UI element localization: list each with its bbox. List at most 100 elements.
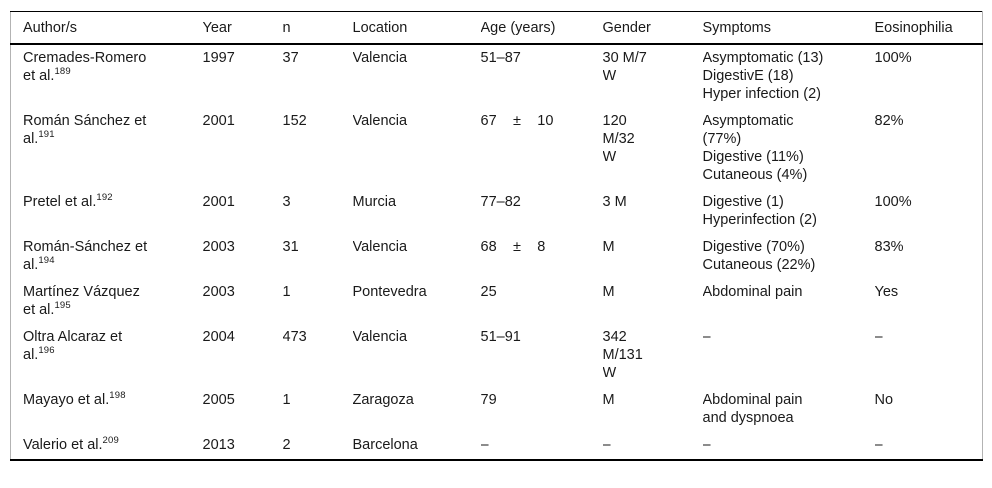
year-cell: 2001 bbox=[202, 194, 235, 210]
header-row: Author/s Year n Location Age (years) Gen… bbox=[10, 11, 983, 45]
author-name: Román Sánchez et al. bbox=[23, 113, 147, 147]
reference-superscript: 198 bbox=[109, 390, 126, 402]
year-cell: 2001 bbox=[202, 113, 235, 129]
eosinophilia-cell: No bbox=[874, 392, 894, 408]
col-header-year: Year bbox=[202, 11, 283, 45]
n-cell: 37 bbox=[282, 50, 299, 66]
age-cell: – bbox=[480, 437, 489, 453]
year-cell: 1997 bbox=[202, 50, 235, 66]
eosinophilia-cell: – bbox=[874, 437, 883, 453]
reference-superscript: 189 bbox=[54, 66, 71, 78]
reference-superscript: 195 bbox=[54, 300, 71, 312]
author-name: Valerio et al. bbox=[23, 437, 103, 453]
author-name: Pretel et al. bbox=[23, 194, 97, 210]
eosinophilia-cell: – bbox=[874, 329, 883, 345]
age-cell: 68 ± 8 bbox=[480, 239, 546, 255]
author-name: Cremades-Romero et al. bbox=[23, 50, 147, 84]
table-row: Román-Sánchez et al.194 2003 31 Valencia… bbox=[11, 234, 983, 279]
location-cell: Valencia bbox=[352, 113, 408, 129]
eosinophilia-cell: 83% bbox=[874, 239, 904, 255]
location-cell: Valencia bbox=[352, 329, 408, 345]
n-cell: 1 bbox=[282, 392, 291, 408]
gender-cell: M bbox=[602, 392, 615, 408]
symptoms-cell: Asymptomatic (13) DigestivE (18) Hyper i… bbox=[702, 50, 824, 102]
location-cell: Pontevedra bbox=[352, 284, 427, 300]
age-cell: 79 bbox=[480, 392, 497, 408]
author-cell: Mayayo et al.198 bbox=[11, 387, 203, 432]
n-cell: 1 bbox=[282, 284, 291, 300]
year-cell: 2003 bbox=[202, 239, 235, 255]
n-cell: 152 bbox=[282, 113, 307, 129]
eosinophilia-cell: 100% bbox=[874, 194, 912, 210]
age-cell: 25 bbox=[480, 284, 497, 300]
table-row: Valerio et al.209 2013 2 Barcelona – – –… bbox=[11, 432, 983, 460]
col-header-symptoms: Symptoms bbox=[702, 11, 875, 45]
age-cell: 67 ± 10 bbox=[480, 113, 554, 129]
author-cell: Pretel et al.192 bbox=[11, 189, 203, 234]
gender-cell: – bbox=[602, 437, 611, 453]
reference-superscript: 209 bbox=[102, 435, 119, 447]
col-header-age: Age (years) bbox=[480, 11, 603, 45]
gender-cell: 3 M bbox=[602, 194, 627, 210]
table-row: Oltra Alcaraz et al.196 2004 473 Valenci… bbox=[11, 324, 983, 387]
case-series-table: Author/s Year n Location Age (years) Gen… bbox=[10, 11, 983, 461]
eosinophilia-cell: Yes bbox=[874, 284, 899, 300]
case-series-table-wrap: Author/s Year n Location Age (years) Gen… bbox=[10, 11, 983, 461]
reference-superscript: 194 bbox=[38, 255, 55, 267]
gender-cell: 120 M/32 W bbox=[602, 113, 635, 165]
author-cell: Oltra Alcaraz et al.196 bbox=[11, 324, 203, 387]
gender-cell: M bbox=[602, 239, 615, 255]
author-name: Mayayo et al. bbox=[23, 392, 110, 408]
gender-cell: M bbox=[602, 284, 615, 300]
symptoms-cell: – bbox=[702, 329, 711, 345]
author-cell: Román Sánchez et al.191 bbox=[11, 108, 203, 189]
author-name: Oltra Alcaraz et al. bbox=[23, 329, 123, 363]
author-cell: Cremades-Romero et al.189 bbox=[11, 44, 203, 108]
table-header: Author/s Year n Location Age (years) Gen… bbox=[10, 11, 983, 45]
n-cell: 3 bbox=[282, 194, 291, 210]
age-cell: 77–82 bbox=[480, 194, 521, 210]
author-cell: Valerio et al.209 bbox=[11, 432, 203, 460]
col-header-gender: Gender bbox=[602, 11, 703, 45]
col-header-author: Author/s bbox=[10, 11, 203, 45]
reference-superscript: 191 bbox=[38, 129, 55, 141]
location-cell: Zaragoza bbox=[352, 392, 414, 408]
table-row: Mayayo et al.198 2005 1 Zaragoza 79 M Ab… bbox=[11, 387, 983, 432]
col-header-location: Location bbox=[352, 11, 481, 45]
location-cell: Valencia bbox=[352, 50, 408, 66]
table-row: Martínez Vázquez et al.195 2003 1 Pontev… bbox=[11, 279, 983, 324]
table-row: Román Sánchez et al.191 2001 152 Valenci… bbox=[11, 108, 983, 189]
n-cell: 2 bbox=[282, 437, 291, 453]
eosinophilia-cell: 100% bbox=[874, 50, 912, 66]
location-cell: Valencia bbox=[352, 239, 408, 255]
symptoms-cell: Abdominal pain and dyspnoea bbox=[702, 392, 803, 426]
table-row: Pretel et al.192 2001 3 Murcia 77–82 3 M… bbox=[11, 189, 983, 234]
author-name: Román-Sánchez et al. bbox=[23, 239, 148, 273]
eosinophilia-cell: 82% bbox=[874, 113, 904, 129]
gender-cell: 30 M/7 W bbox=[602, 50, 647, 84]
col-header-eosinophilia: Eosinophilia bbox=[874, 11, 983, 45]
location-cell: Barcelona bbox=[352, 437, 418, 453]
author-name: Martínez Vázquez et al. bbox=[23, 284, 140, 318]
year-cell: 2004 bbox=[202, 329, 235, 345]
reference-superscript: 192 bbox=[96, 192, 113, 204]
author-cell: Román-Sánchez et al.194 bbox=[11, 234, 203, 279]
col-header-n: n bbox=[282, 11, 353, 45]
author-cell: Martínez Vázquez et al.195 bbox=[11, 279, 203, 324]
symptoms-cell: – bbox=[702, 437, 711, 453]
symptoms-cell: Asymptomatic (77%) Digestive (11%) Cutan… bbox=[702, 113, 808, 183]
year-cell: 2005 bbox=[202, 392, 235, 408]
gender-cell: 342 M/131 W bbox=[602, 329, 643, 381]
year-cell: 2013 bbox=[202, 437, 235, 453]
symptoms-cell: Digestive (1) Hyperinfection (2) bbox=[702, 194, 817, 228]
n-cell: 31 bbox=[282, 239, 299, 255]
table-row: Cremades-Romero et al.189 1997 37 Valenc… bbox=[11, 44, 983, 108]
reference-superscript: 196 bbox=[38, 345, 55, 357]
age-cell: 51–91 bbox=[480, 329, 521, 345]
year-cell: 2003 bbox=[202, 284, 235, 300]
symptoms-cell: Abdominal pain bbox=[702, 284, 803, 300]
location-cell: Murcia bbox=[352, 194, 397, 210]
symptoms-cell: Digestive (70%) Cutaneous (22%) bbox=[702, 239, 816, 273]
table-body: Cremades-Romero et al.189 1997 37 Valenc… bbox=[11, 44, 983, 460]
n-cell: 473 bbox=[282, 329, 307, 345]
